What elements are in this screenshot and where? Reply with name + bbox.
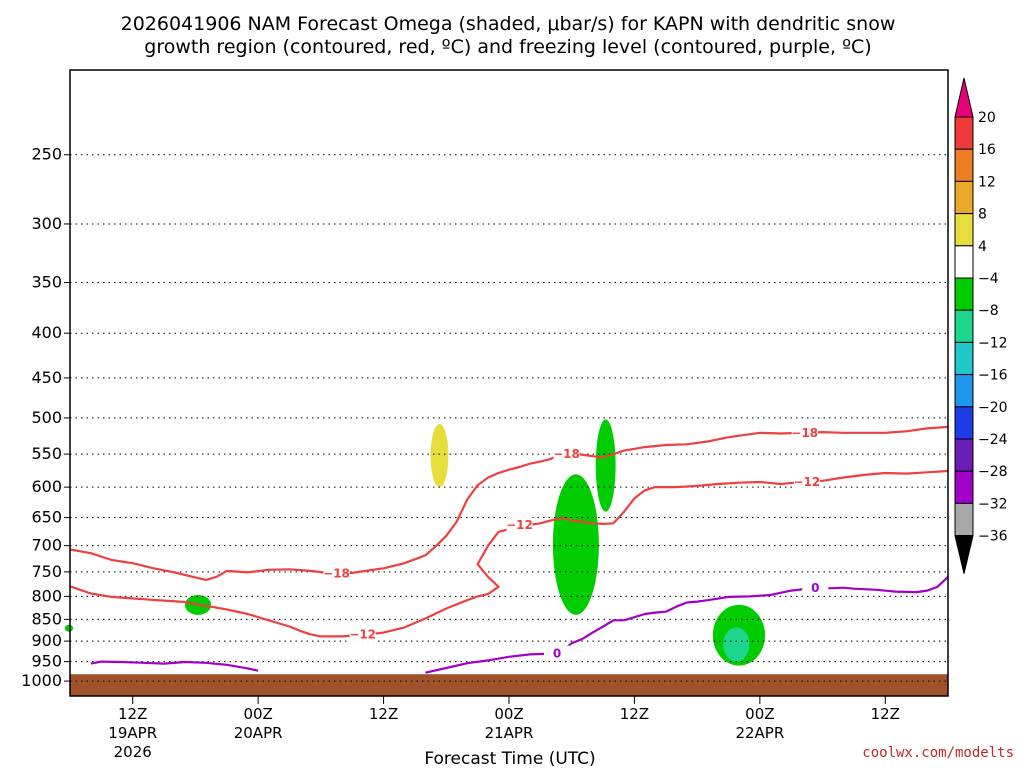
y-tick-label-300: 300 [31, 214, 62, 233]
colorbar-label-2: 12 [978, 174, 996, 190]
x-tick-label-2-0: 12Z [369, 705, 398, 723]
chart-title-line2: growth region (contoured, red, ºC) and f… [144, 36, 871, 58]
colorbar-label-13: −36 [978, 529, 1008, 545]
chart-title-line1: 2026041906 NAM Forecast Omega (shaded, μ… [121, 13, 896, 35]
contour-label-6: 0 [553, 647, 561, 661]
colorbar-segment-2 [954, 148, 974, 182]
colorbar-segment-9 [954, 374, 974, 408]
omega-region-3 [595, 419, 616, 512]
y-tick-label-850: 850 [31, 609, 62, 628]
colorbar-segment-5 [954, 245, 974, 279]
y-tick-label-400: 400 [31, 323, 62, 342]
x-tick-label-5-0: 00Z [745, 705, 774, 723]
colorbar: 20 16 12 8 4 −4 −8 −12 −16 −20 −24 −28 −32 −36 [954, 77, 1008, 574]
x-tick-label-1-1: 20APR [234, 724, 283, 742]
y-tick-label-950: 950 [31, 652, 62, 671]
contour-label-5: −12 [794, 475, 821, 489]
y-tick-label-500: 500 [31, 408, 62, 427]
contour-line-3 [425, 576, 949, 674]
colorbar-segment-8 [954, 341, 974, 376]
y-axis-ticks: 250 300 350 400 450 500 550 600 650 700 750 800 850 9… [21, 145, 70, 690]
omega-region-2 [552, 474, 599, 615]
contour-label-bg-4 [506, 517, 533, 533]
terrain [70, 674, 948, 696]
colorbar-label-9: −20 [978, 400, 1008, 416]
contour-label-4: −12 [506, 518, 533, 532]
colorbar-segment-12 [954, 470, 974, 504]
y-tick-label-650: 650 [31, 508, 62, 527]
colorbar-label-1: 16 [978, 142, 996, 158]
temperature-contours: −18 −18 −18 −12 −12 −12 0 0 [69, 424, 949, 674]
chart-title: 2026041906 NAM Forecast Omega (shaded, μ… [121, 13, 896, 58]
y-tick-label-550: 550 [31, 444, 62, 463]
omega-shading [64, 419, 766, 666]
colorbar-bottom-arrow [954, 535, 974, 574]
contour-label-7: 0 [811, 581, 819, 595]
colorbar-segment-7 [954, 309, 974, 343]
y-tick-label-350: 350 [31, 272, 62, 291]
omega-region-6 [64, 624, 74, 632]
x-tick-label-4-0: 12Z [620, 705, 649, 723]
y-tick-label-250: 250 [31, 145, 62, 164]
contour-line-2 [90, 660, 259, 672]
colorbar-label-0: 20 [978, 110, 996, 126]
y-tick-label-750: 750 [31, 562, 62, 581]
colorbar-segment-3 [954, 180, 974, 215]
contour-label-bg-7 [802, 580, 829, 596]
omega-region-5 [723, 627, 750, 662]
colorbar-label-5: −4 [978, 271, 999, 287]
contour-label-2: −18 [791, 426, 818, 440]
colorbar-label-6: −8 [978, 303, 999, 319]
y-tick-label-600: 600 [31, 477, 62, 496]
colorbar-label-4: 4 [978, 239, 987, 255]
colorbar-segment-4 [954, 213, 974, 247]
y-tick-label-450: 450 [31, 368, 62, 387]
colorbar-segment-1 [954, 116, 974, 150]
colorbar-segment-6 [954, 277, 974, 311]
contour-label-bg-6 [544, 645, 571, 661]
colorbar-segment-13 [954, 502, 974, 537]
colorbar-label-12: −32 [978, 496, 1008, 512]
x-tick-label-3-0: 00Z [494, 705, 523, 723]
x-tick-label-6-0: 12Z [871, 705, 900, 723]
contour-label-bg-3 [349, 626, 376, 642]
colorbar-label-7: −12 [978, 335, 1008, 351]
colorbar-top-arrow [954, 77, 974, 118]
y-tick-label-800: 800 [31, 586, 62, 605]
contour-label-bg-0 [323, 565, 350, 581]
contour-line-0 [69, 425, 949, 582]
colorbar-label-10: −24 [978, 432, 1008, 448]
colorbar-label-11: −28 [978, 464, 1008, 480]
contour-label-0: −18 [323, 566, 350, 580]
y-tick-label-900: 900 [31, 631, 62, 650]
contour-label-bg-1 [553, 446, 580, 462]
terrain-fill [70, 674, 948, 696]
contour-label-1: −18 [553, 447, 580, 461]
credit-text: coolwx.com/modelts [862, 745, 1014, 761]
contour-label-bg-5 [793, 474, 820, 490]
contour-label-3: −12 [349, 628, 376, 642]
x-tick-label-3-1: 21APR [485, 724, 534, 742]
y-tick-label-700: 700 [31, 536, 62, 555]
omega-region-0 [430, 423, 449, 488]
x-tick-label-0-0: 12Z [118, 705, 147, 723]
x-tick-label-0-2: 2026 [114, 743, 152, 761]
x-tick-label-0-1: 19APR [108, 724, 157, 742]
contour-line-1 [69, 469, 949, 638]
x-tick-label-1-0: 00Z [243, 705, 272, 723]
colorbar-label-8: −16 [978, 368, 1008, 384]
colorbar-segment-10 [954, 406, 974, 440]
colorbar-label-3: 8 [978, 207, 987, 223]
x-tick-label-5-1: 22APR [735, 724, 784, 742]
colorbar-segment-11 [954, 438, 974, 472]
y-tick-label-1000: 1000 [21, 671, 62, 690]
x-axis-title: Forecast Time (UTC) [424, 749, 595, 768]
contour-label-bg-2 [791, 424, 818, 440]
